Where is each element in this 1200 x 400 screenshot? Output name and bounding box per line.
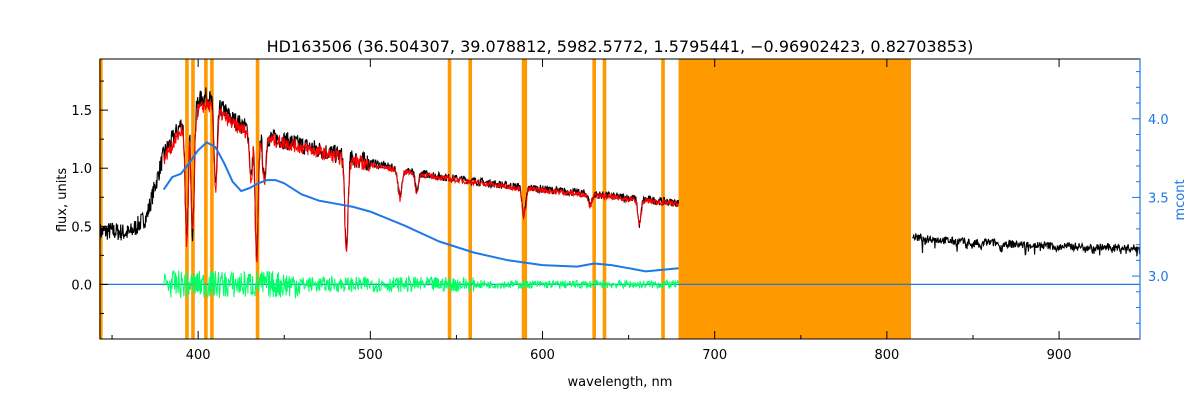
y2-axis-label: mcont [1173, 179, 1188, 220]
series-model [163, 97, 679, 263]
x-tick-label: 800 [874, 348, 899, 363]
mask-line [210, 59, 214, 339]
mask-line [185, 59, 189, 339]
chart-title: HD163506 (36.504307, 39.078812, 5982.577… [267, 37, 974, 56]
x-axis: 400 500 600 700 800 900 [111, 59, 1072, 363]
y2-tick-label: 3.0 [1148, 270, 1169, 285]
mask-band [678, 59, 911, 339]
mask-line [468, 59, 472, 339]
mask-line [447, 59, 452, 339]
y2-tick-label: 3.5 [1148, 191, 1169, 206]
y-axis: 0.0 0.5 1.0 1.5 [71, 80, 108, 314]
y-tick-label: 0.0 [71, 278, 92, 293]
spectrum-series [99, 87, 1141, 299]
x-tick-label: 900 [1047, 348, 1072, 363]
series-continuum [162, 141, 679, 273]
x-tick-label: 400 [186, 348, 211, 363]
y2-tick-label: 4.0 [1148, 113, 1169, 128]
mask-line [592, 59, 596, 339]
x-tick-label: 500 [358, 348, 383, 363]
y2-axis: 3.0 3.5 4.0 [1132, 59, 1169, 339]
x-tick-label: 600 [530, 348, 555, 363]
masked-regions [99, 59, 911, 339]
y-tick-label: 1.0 [71, 162, 92, 177]
mask-line [255, 59, 260, 339]
mask-line [661, 59, 665, 339]
series-residual [163, 270, 679, 299]
series-observed-red [912, 232, 1141, 257]
x-axis-label: wavelength, nm [568, 375, 673, 390]
y-tick-label: 1.5 [71, 104, 92, 119]
mask-line [204, 59, 208, 339]
mask-line [99, 59, 103, 339]
mask-line [191, 59, 195, 339]
mask-line [523, 59, 528, 339]
x-tick-label: 700 [702, 348, 727, 363]
y-tick-label: 0.5 [71, 220, 92, 235]
y-axis-label: flux, units [55, 168, 70, 233]
